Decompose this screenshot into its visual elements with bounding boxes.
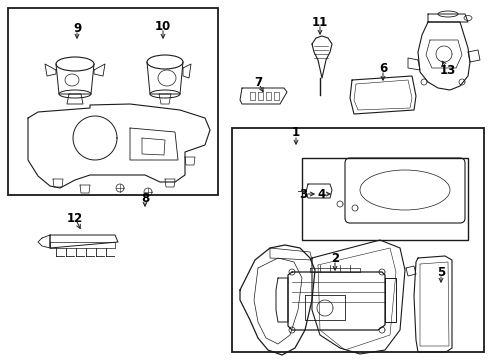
Text: 6: 6: [378, 62, 386, 75]
Text: 3: 3: [298, 188, 306, 201]
Text: 7: 7: [253, 76, 262, 89]
Text: 5: 5: [436, 266, 444, 279]
Text: 10: 10: [155, 19, 171, 32]
Text: 11: 11: [311, 15, 327, 28]
Bar: [231, 128, 483, 352]
Bar: [8, 8, 218, 195]
Text: 8: 8: [141, 192, 149, 204]
Text: 9: 9: [73, 22, 81, 35]
Bar: [302, 158, 467, 240]
Text: 4: 4: [317, 188, 325, 201]
Text: 1: 1: [291, 126, 300, 139]
Text: 12: 12: [67, 211, 83, 225]
Text: 2: 2: [330, 252, 338, 265]
Text: 13: 13: [439, 63, 455, 77]
